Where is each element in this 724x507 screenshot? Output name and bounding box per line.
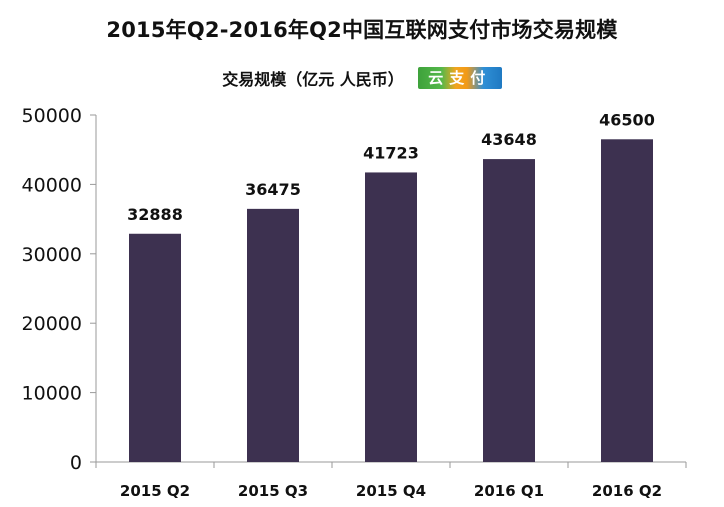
bar	[601, 139, 653, 463]
bar	[365, 172, 417, 462]
x-tick-label: 2016 Q1	[474, 482, 544, 500]
x-tick-label: 2016 Q2	[592, 482, 662, 500]
data-label: 36475	[245, 180, 301, 199]
data-label: 32888	[127, 205, 183, 224]
chart-subtitle-row: 交易规模（亿元 人民币） 云支付	[0, 66, 724, 90]
data-label: 41723	[363, 143, 419, 162]
data-label: 43648	[481, 130, 537, 149]
y-tick-label: 10000	[22, 383, 82, 405]
x-tick-label: 2015 Q3	[238, 482, 308, 500]
bar	[483, 159, 535, 462]
bar	[247, 208, 299, 462]
x-tick-label: 2015 Q4	[356, 482, 426, 500]
x-tick-label: 2015 Q2	[120, 482, 190, 500]
data-label: 46500	[599, 110, 655, 129]
y-tick-label: 20000	[22, 313, 82, 335]
y-tick-label: 30000	[22, 244, 82, 266]
y-tick-label: 0	[70, 452, 82, 474]
brand-logo: 云支付	[417, 67, 502, 89]
y-tick-label: 40000	[22, 174, 82, 196]
chart-subtitle: 交易规模（亿元 人民币）	[222, 70, 404, 89]
chart-title: 2015年Q2-2016年Q2中国互联网支付市场交易规模	[106, 18, 618, 42]
bar	[129, 233, 181, 462]
y-tick-label: 50000	[22, 105, 82, 127]
